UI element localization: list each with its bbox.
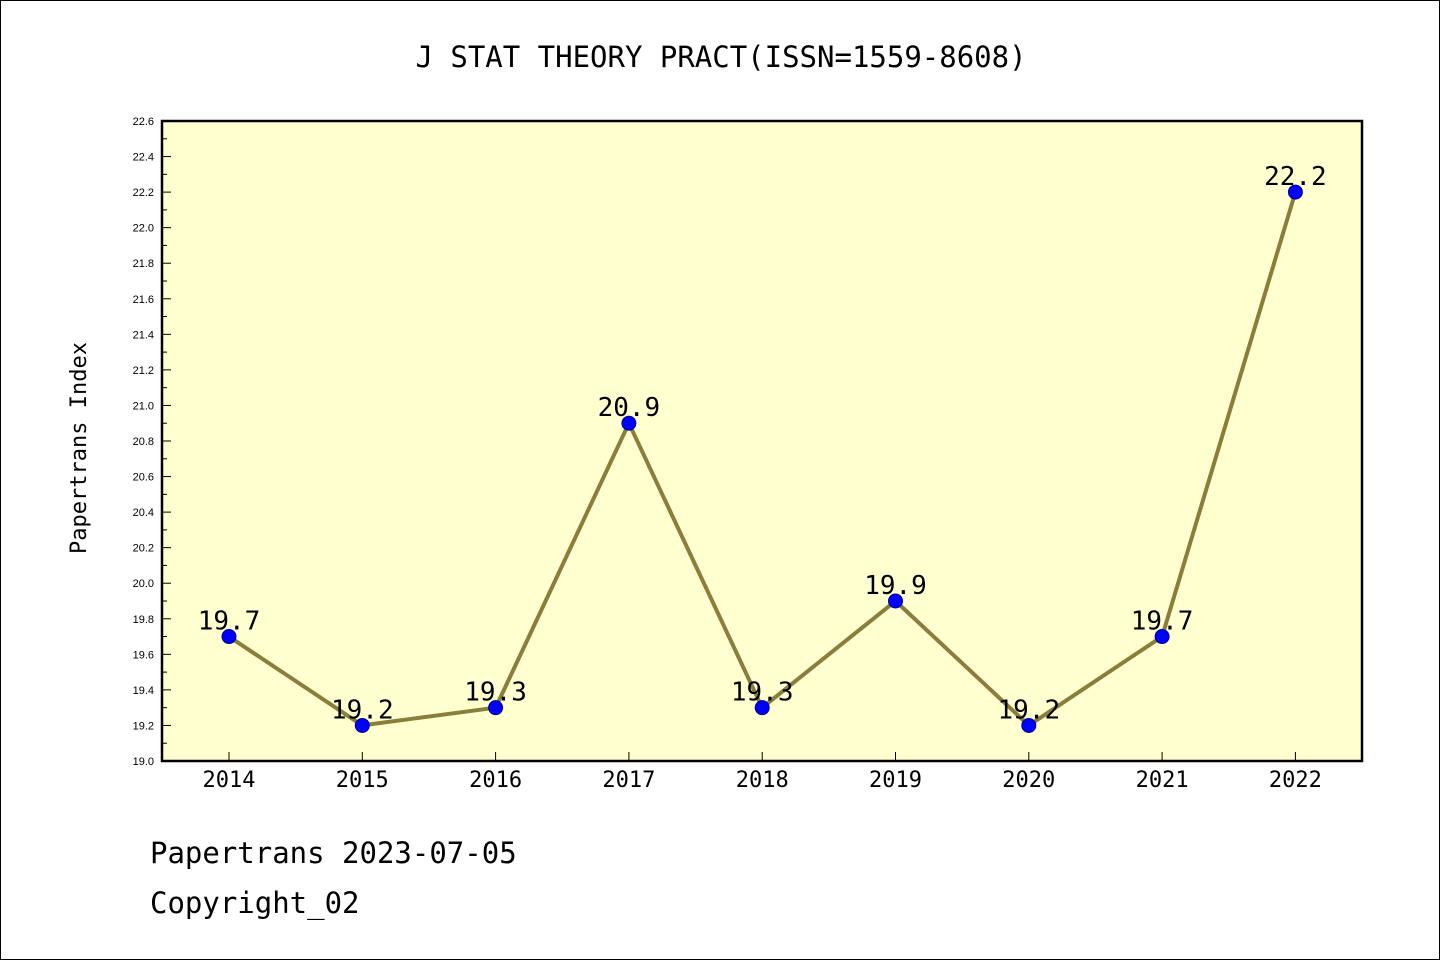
- data-label: 20.9: [598, 393, 661, 423]
- data-point: [1154, 629, 1170, 645]
- y-tick-label: 19.2: [133, 720, 154, 732]
- y-tick-label: 19.6: [133, 649, 154, 661]
- y-tick-label: 21.2: [133, 365, 154, 377]
- data-point: [1021, 717, 1037, 733]
- y-tick-label: 21.6: [133, 294, 154, 306]
- data-point: [888, 593, 903, 609]
- footer-date-text: Papertrans 2023-07-05: [150, 836, 517, 870]
- x-tick-label: 2022: [1269, 768, 1322, 793]
- y-tick-label: 20.2: [133, 543, 154, 555]
- y-tick-label: 21.0: [133, 400, 154, 412]
- y-tick-label: 22.0: [133, 223, 154, 235]
- y-tick-label: 20.6: [133, 472, 154, 484]
- x-tick-label: 2014: [203, 768, 256, 793]
- data-label: 19.3: [464, 678, 527, 708]
- data-point: [1287, 184, 1303, 200]
- x-tick-label: 2017: [602, 768, 655, 793]
- x-tick-label: 2016: [469, 768, 522, 793]
- footer-copyright-text: Copyright_02: [150, 886, 360, 920]
- x-axis-ticks: 2014 2015 2016 2017 2018 2019 2020 2021 2022: [203, 752, 1322, 793]
- y-tick-label: 21.8: [133, 258, 154, 270]
- data-label: 19.7: [1131, 607, 1194, 637]
- y-tick-label: 22.2: [133, 187, 154, 199]
- chart-title: J STAT THEORY PRACT(ISSN=1559-8608): [415, 40, 1026, 74]
- data-label: 19.3: [731, 678, 794, 708]
- x-tick-label: 2021: [1136, 768, 1189, 793]
- x-tick-label: 2019: [869, 768, 922, 793]
- y-tick-label: 20.4: [133, 507, 154, 519]
- y-tick-label: 21.4: [133, 329, 154, 341]
- data-label: 19.2: [331, 695, 394, 725]
- y-tick-label: 20.8: [133, 436, 154, 448]
- plot-area: [160, 119, 1364, 763]
- data-label: 22.2: [1264, 162, 1327, 192]
- data-point: [488, 700, 504, 716]
- y-tick-label: 20.0: [133, 578, 154, 590]
- x-tick-label: 2020: [1002, 768, 1055, 793]
- data-point: [621, 415, 637, 431]
- y-tick-label: 19.0: [133, 756, 154, 768]
- data-label: 19.7: [198, 607, 261, 637]
- series-group: 19.7 19.2 19.3 20.9 19.3 19.9 19.2 19.7 22.2: [198, 162, 1327, 733]
- data-label: 19.9: [864, 571, 927, 601]
- x-tick-label: 2018: [736, 768, 789, 793]
- x-tick-label: 2015: [336, 768, 389, 793]
- data-point: [354, 717, 370, 733]
- y-tick-label: 22.4: [133, 152, 154, 164]
- data-point: [221, 629, 237, 645]
- data-point: [754, 700, 770, 716]
- data-label: 19.2: [997, 695, 1060, 725]
- y-axis-label: Papertrans Index: [67, 342, 92, 554]
- y-tick-label: 22.6: [133, 116, 154, 128]
- y-tick-label: 19.8: [133, 614, 154, 626]
- y-axis-ticks: 19.0 19.2 19.4 19.6 19.8 20.0 20.2 20.4 20.6 20.8…: [133, 116, 171, 768]
- y-tick-label: 19.4: [133, 685, 154, 697]
